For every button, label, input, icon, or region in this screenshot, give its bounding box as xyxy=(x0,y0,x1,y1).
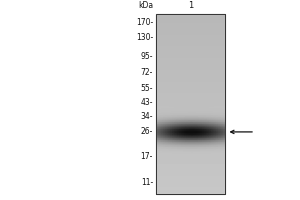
Text: 55-: 55- xyxy=(140,84,153,93)
Text: 170-: 170- xyxy=(136,18,153,27)
Text: 43-: 43- xyxy=(140,98,153,107)
Bar xyxy=(156,14,225,194)
Text: 34-: 34- xyxy=(140,112,153,121)
Text: 11-: 11- xyxy=(141,178,153,187)
Text: 72-: 72- xyxy=(141,68,153,77)
Text: 130-: 130- xyxy=(136,33,153,42)
Text: kDa: kDa xyxy=(138,1,153,10)
Text: 26-: 26- xyxy=(141,127,153,136)
Text: 17-: 17- xyxy=(141,152,153,161)
Text: 95-: 95- xyxy=(140,52,153,61)
Text: 1: 1 xyxy=(188,1,193,10)
Bar xyxy=(156,14,225,194)
